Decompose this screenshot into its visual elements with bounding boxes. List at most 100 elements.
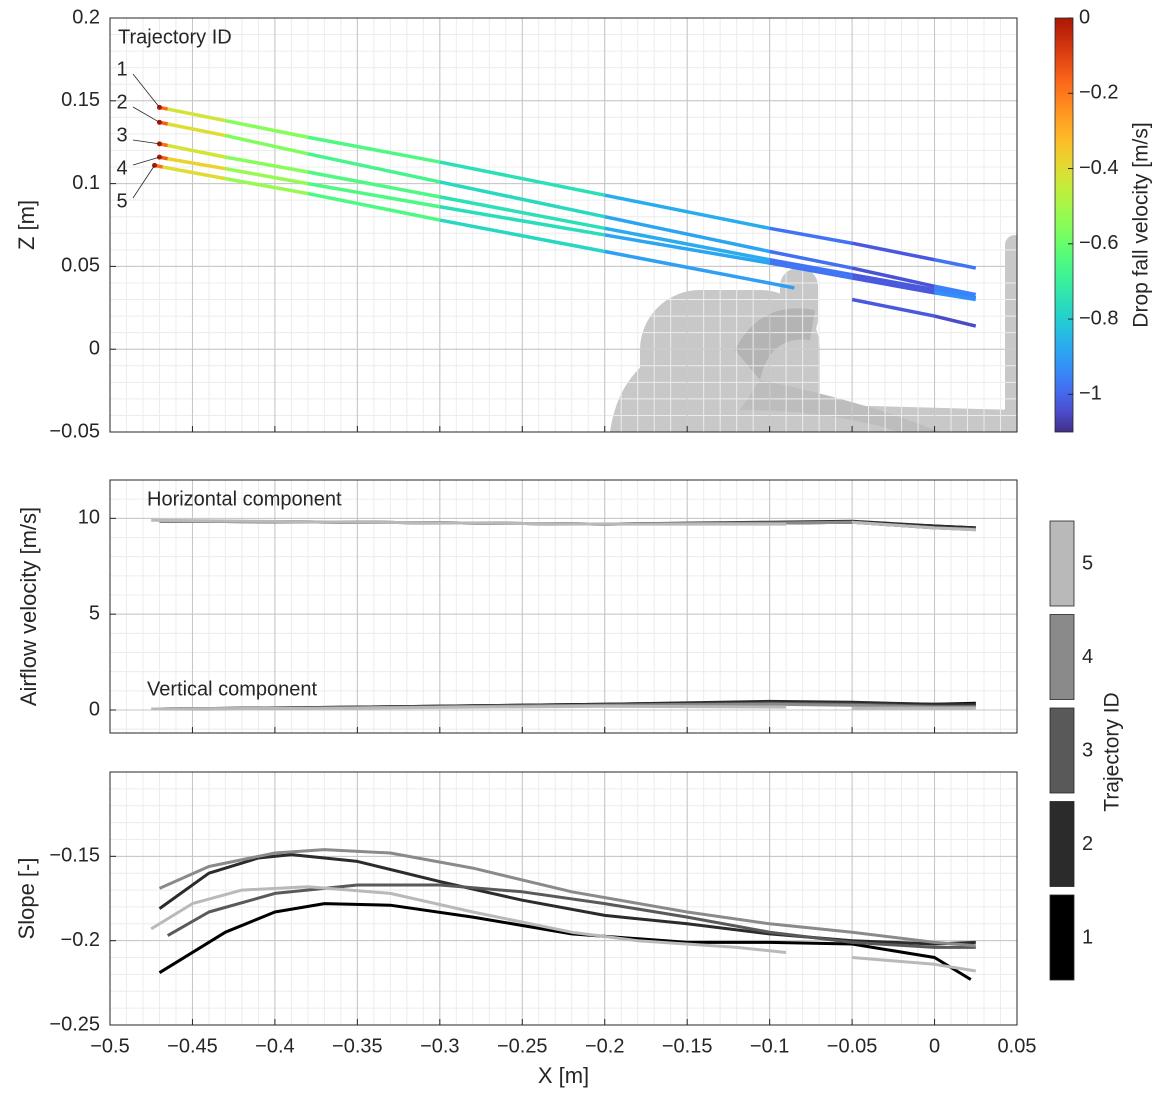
colorbar-label: Drop fall velocity [m/s] xyxy=(1130,122,1153,327)
trajectory-segment xyxy=(769,249,853,270)
trajectory-id-label: 3 xyxy=(116,124,127,146)
x-tick-label: −0.15 xyxy=(662,1035,713,1057)
colorbar-block xyxy=(1049,801,1075,887)
slope-line xyxy=(158,853,976,946)
trajectory-id-label: 4 xyxy=(116,157,127,179)
trajectory-segment xyxy=(851,272,935,292)
y-tick-label: −0.2 xyxy=(61,929,100,951)
colorbar-block xyxy=(1049,520,1075,607)
trajectory-segment xyxy=(851,241,935,262)
colorbar-tick-label: 2 xyxy=(1082,833,1093,855)
trajectory-segment xyxy=(604,226,770,262)
trajectory-id-label: 2 xyxy=(116,91,127,113)
y-tick-label: 10 xyxy=(78,507,100,529)
slope-line xyxy=(158,902,972,981)
leader-line xyxy=(132,165,155,199)
slope-line xyxy=(150,885,977,973)
trajectory-segment xyxy=(307,181,441,209)
trajectory-segment xyxy=(769,258,853,277)
vertical-line xyxy=(151,704,976,711)
panel: −0.05 0 0.05 0.1 0.15 0.2 Z [m] xyxy=(14,6,1018,442)
trajectory-segment xyxy=(851,276,935,295)
y-tick-label: 0.2 xyxy=(72,6,100,28)
trajectory-segment xyxy=(225,155,309,174)
colorbar-block xyxy=(1049,894,1075,981)
trajectory-segment xyxy=(439,205,606,237)
y-tick-label: 0 xyxy=(89,698,100,720)
colorbar-block xyxy=(1049,614,1075,700)
colorbar-tick-label: 4 xyxy=(1082,646,1093,668)
leader-line xyxy=(132,106,160,123)
trajectory-segment xyxy=(604,233,770,265)
trajectory-segment xyxy=(439,218,606,254)
trajectory-segment xyxy=(307,152,441,184)
trajectories xyxy=(152,104,977,328)
leader-line xyxy=(132,156,160,166)
panel: −0.5 −0.45 −0.4 −0.35 −0.3 −0.25 −0.2 −0.15 −0.1… xyxy=(14,771,1037,1088)
y-tick-label: −0.25 xyxy=(49,1013,100,1035)
colorbar-tick-label: 0 xyxy=(1079,6,1090,28)
trajectory-segment xyxy=(225,166,309,186)
trajectory-segment xyxy=(604,215,770,254)
trajectory-id-label: 1 xyxy=(116,58,127,80)
y-axis-label: Airflow velocity [m/s] xyxy=(16,507,41,706)
colorbar-tick-label: 1 xyxy=(1082,926,1093,948)
y-tick-label: 0 xyxy=(89,337,100,359)
trajectory-segment xyxy=(851,297,935,318)
trajectory-segment xyxy=(225,133,309,156)
trajectory-segment xyxy=(167,107,226,123)
trajectory-segment xyxy=(769,261,853,280)
slope-line xyxy=(158,848,976,948)
y-tick-label: 0.15 xyxy=(61,89,100,111)
trajectory-segment xyxy=(934,291,977,302)
x-tick-label: −0.25 xyxy=(497,1035,548,1057)
y-axis-label: Slope [-] xyxy=(14,858,39,940)
trajectory-segment xyxy=(934,287,977,300)
axes-box xyxy=(109,17,1018,433)
trajectory-segment xyxy=(225,118,309,139)
trajectory-segment xyxy=(307,170,441,199)
colorbar-tick-label: 5 xyxy=(1082,552,1093,574)
y-tick-label: 5 xyxy=(89,602,100,624)
trajectory-segment xyxy=(769,226,853,245)
x-tick-label: 0.05 xyxy=(998,1035,1037,1057)
trajectory-segment xyxy=(851,266,935,288)
x-tick-label: −0.45 xyxy=(167,1035,218,1057)
colorbar-label: Trajectory ID xyxy=(1101,692,1124,811)
colorbar-tick-label: −0.4 xyxy=(1079,157,1118,179)
horizontal-line xyxy=(151,518,976,532)
slope-line xyxy=(166,883,976,949)
trajectory-segment xyxy=(934,314,977,328)
trajectory-segment xyxy=(307,135,441,164)
colorbar-tick-label: 3 xyxy=(1082,739,1093,761)
colorbar-tick-label: −0.8 xyxy=(1079,307,1118,329)
colorbar-block xyxy=(1049,707,1075,794)
x-tick-label: −0.4 xyxy=(255,1035,294,1057)
y-tick-label: 0.1 xyxy=(72,172,100,194)
y-tick-label: −0.15 xyxy=(49,845,100,867)
trajectory-segment xyxy=(167,143,226,159)
leader-line xyxy=(132,139,160,145)
y-axis-label: Z [m] xyxy=(14,200,39,250)
y-tick-label: 0.05 xyxy=(61,255,100,277)
trajectory-segment xyxy=(439,195,606,231)
x-tick-label: −0.05 xyxy=(827,1035,878,1057)
trajectory-segment xyxy=(167,122,226,138)
annotation: Vertical component xyxy=(147,678,318,700)
axes-box xyxy=(109,771,1018,1026)
trajectory-segment xyxy=(225,176,309,196)
x-tick-label: −0.1 xyxy=(750,1035,789,1057)
x-tick-label: −0.2 xyxy=(585,1035,624,1057)
annotation: Horizontal component xyxy=(147,488,342,510)
trajectory-segment xyxy=(439,160,606,197)
trajectory-segment xyxy=(934,284,977,297)
trajectory-segment xyxy=(439,180,606,219)
colorbar-tick-label: −0.2 xyxy=(1079,82,1118,104)
x-tick-label: −0.5 xyxy=(90,1035,129,1057)
trajectory-segment xyxy=(604,193,770,231)
trajectory-segment xyxy=(307,191,441,222)
x-axis-label: X [m] xyxy=(538,1063,589,1088)
y-tick-label: −0.05 xyxy=(49,420,100,442)
trajectory-segment xyxy=(604,249,795,290)
